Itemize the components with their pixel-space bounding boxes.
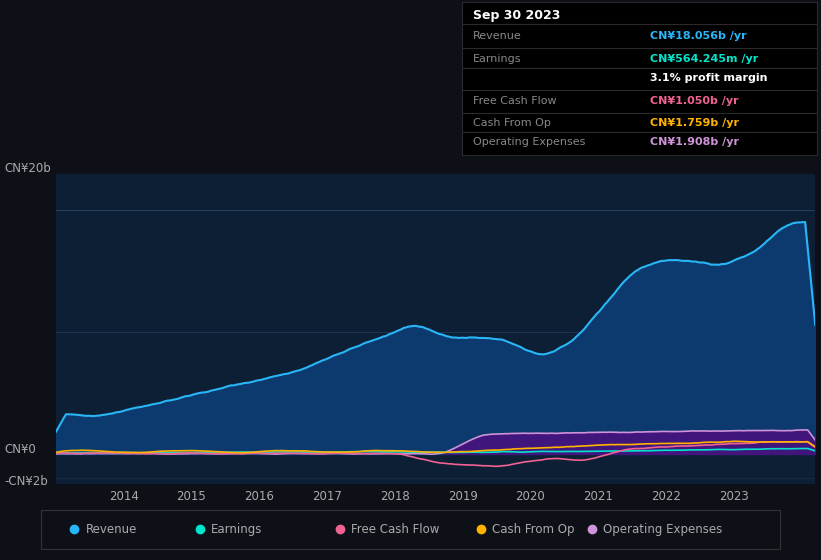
Text: CN¥20b: CN¥20b xyxy=(4,161,51,175)
Text: CN¥1.908b /yr: CN¥1.908b /yr xyxy=(650,137,739,147)
Text: Cash From Op: Cash From Op xyxy=(492,522,574,536)
Text: CN¥1.759b /yr: CN¥1.759b /yr xyxy=(650,118,739,128)
Text: CN¥0: CN¥0 xyxy=(4,443,36,456)
Text: Free Cash Flow: Free Cash Flow xyxy=(473,96,557,106)
Text: -CN¥2b: -CN¥2b xyxy=(4,475,48,488)
Text: 3.1% profit margin: 3.1% profit margin xyxy=(650,73,768,83)
Text: Operating Expenses: Operating Expenses xyxy=(603,522,722,536)
Text: Earnings: Earnings xyxy=(473,54,521,64)
Text: Revenue: Revenue xyxy=(85,522,137,536)
Text: Earnings: Earnings xyxy=(211,522,263,536)
Text: Operating Expenses: Operating Expenses xyxy=(473,137,585,147)
Text: Sep 30 2023: Sep 30 2023 xyxy=(473,10,560,22)
Text: Free Cash Flow: Free Cash Flow xyxy=(351,522,440,536)
Text: CN¥18.056b /yr: CN¥18.056b /yr xyxy=(650,31,747,41)
Text: CN¥564.245m /yr: CN¥564.245m /yr xyxy=(650,54,759,64)
Text: Cash From Op: Cash From Op xyxy=(473,118,551,128)
Text: CN¥1.050b /yr: CN¥1.050b /yr xyxy=(650,96,739,106)
Text: Revenue: Revenue xyxy=(473,31,521,41)
